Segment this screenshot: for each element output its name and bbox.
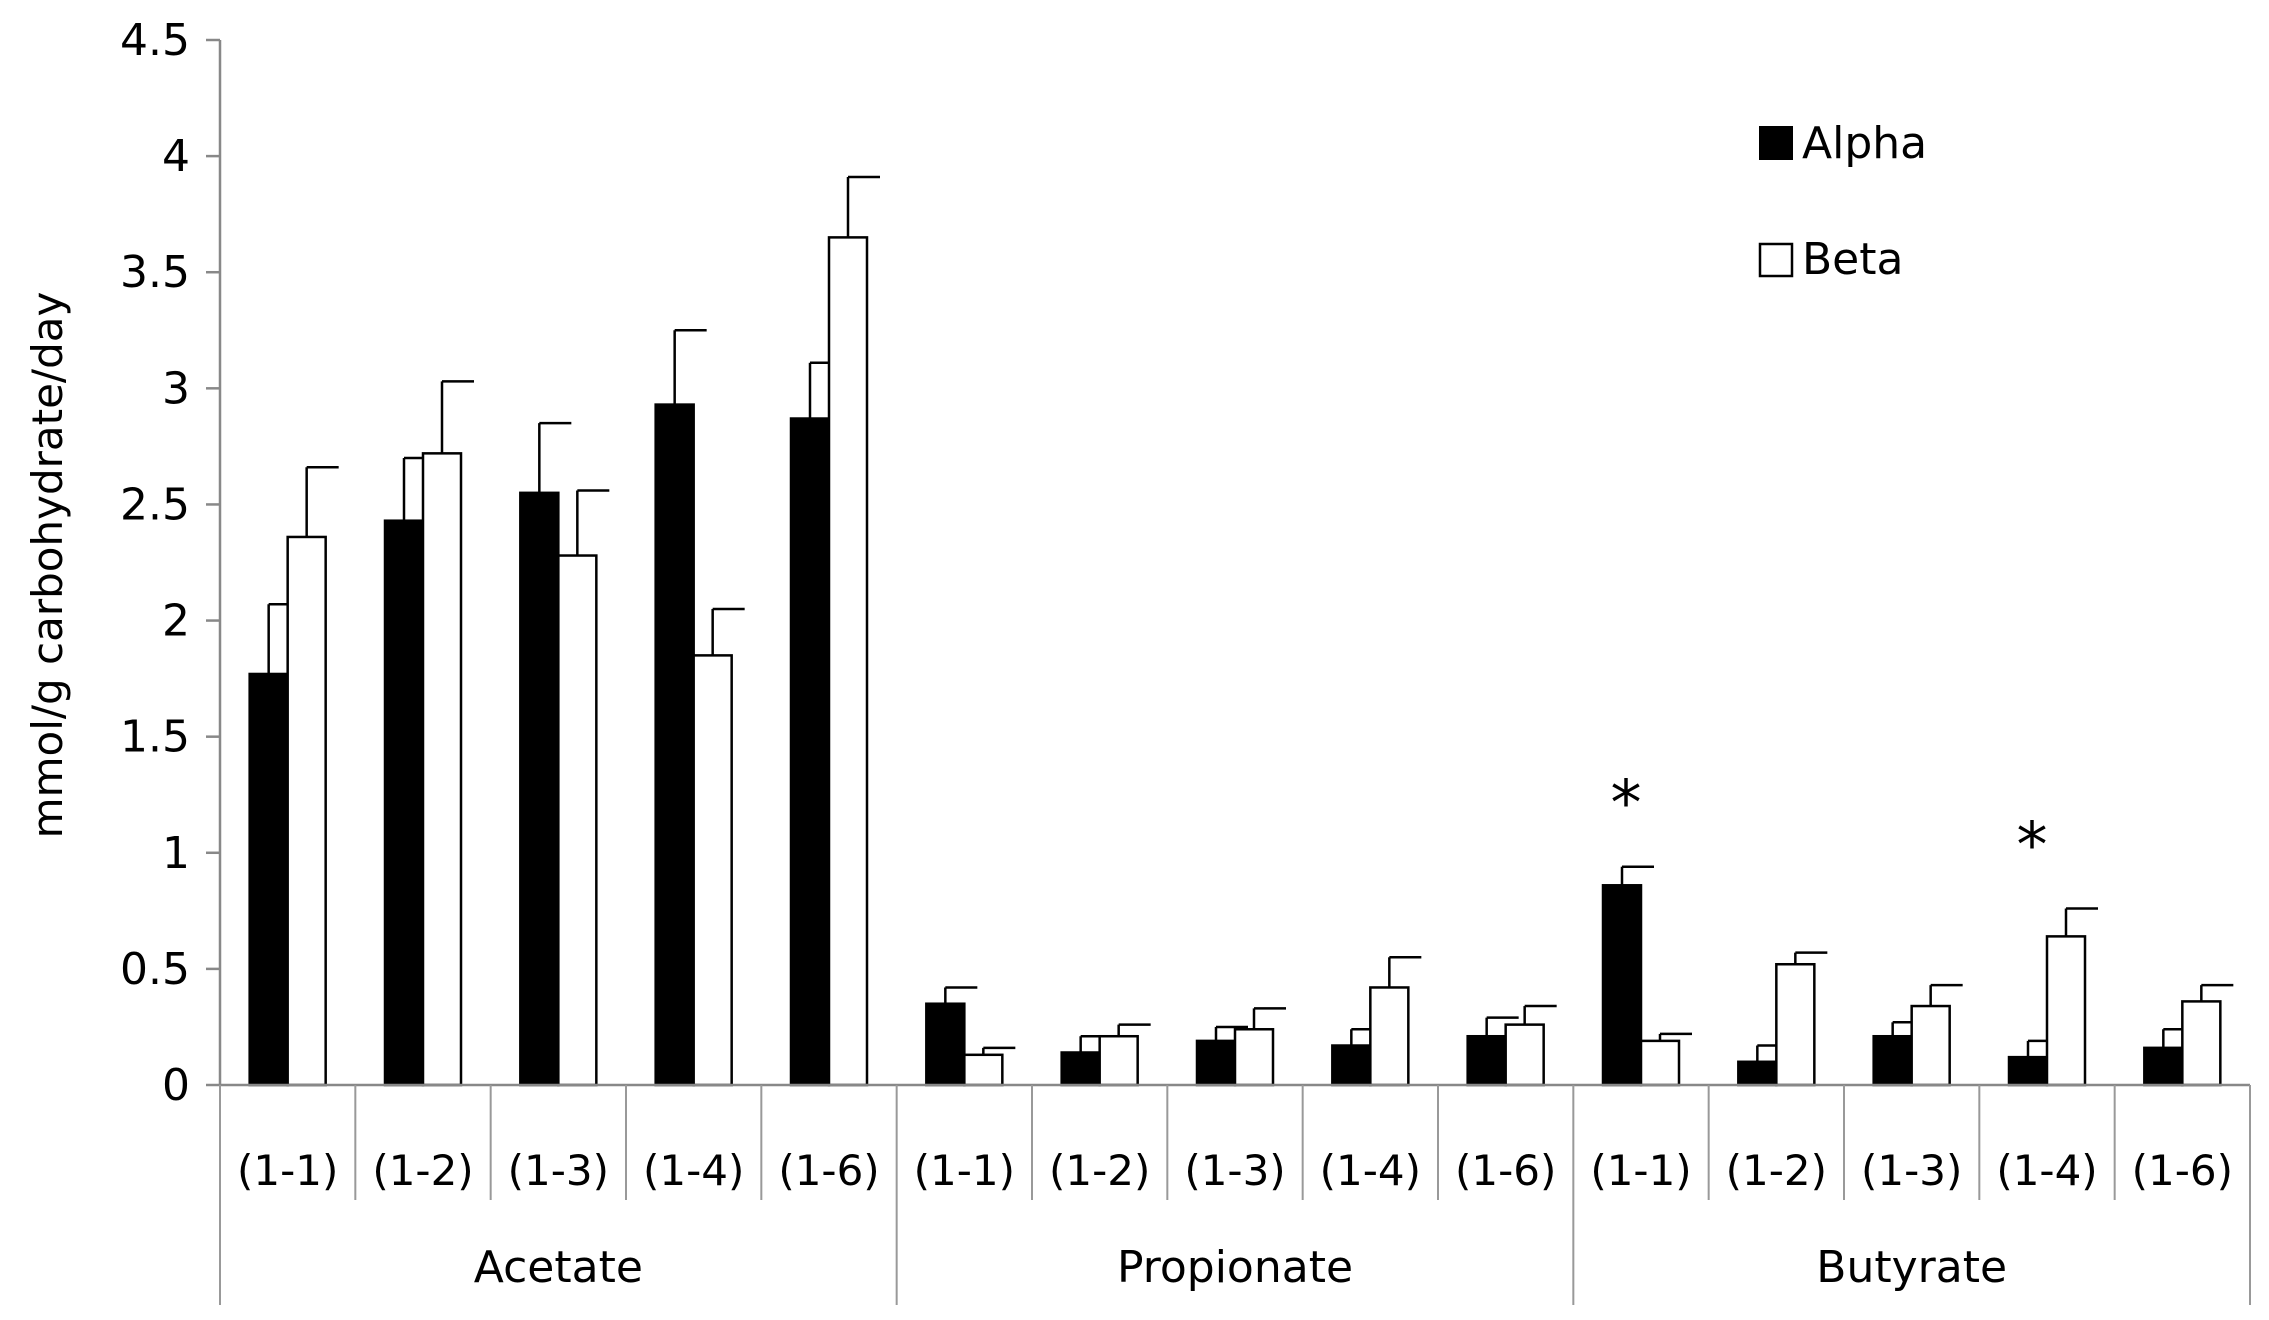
legend: Alpha Beta <box>1758 118 1927 285</box>
bar-alpha <box>1737 1060 1778 1087</box>
y-tick-label: 1.5 <box>120 712 190 763</box>
category-label: (1-2) <box>1726 1146 1827 1195</box>
bar-beta <box>286 535 327 1087</box>
category-label: (1-4) <box>643 1146 744 1195</box>
significance-marker: * <box>2017 809 2048 882</box>
y-tick-label: 2.5 <box>120 479 190 530</box>
bar-alpha <box>1195 1039 1237 1087</box>
bar-beta <box>963 1053 1004 1087</box>
bar-alpha <box>1601 884 1643 1087</box>
labels-layer: 0 0.5 1 1.5 2 2.5 3 3.5 4 4.5 (1-1) (1-2) (1-3) (1-4)… <box>120 15 2233 1293</box>
bar-alpha <box>2143 1046 2184 1087</box>
bar-beta <box>2045 935 2087 1087</box>
bar-alpha <box>1331 1044 1372 1087</box>
category-label: (1-4) <box>1996 1146 2097 1195</box>
bar-alpha <box>248 672 289 1087</box>
axes-layer <box>206 38 2251 1305</box>
bar-alpha <box>789 417 831 1087</box>
y-tick-label: 2 <box>162 596 190 647</box>
group-label: Acetate <box>474 1242 643 1293</box>
bar-beta <box>1910 1004 1951 1087</box>
bar-alpha <box>1872 1034 1913 1087</box>
bar-alpha <box>2007 1055 2049 1087</box>
category-label: (1-6) <box>778 1146 879 1195</box>
category-label: (1-2) <box>372 1146 473 1195</box>
legend-swatch-beta <box>1758 242 1794 278</box>
bar-alpha <box>519 491 560 1087</box>
bars-layer <box>248 175 2234 1087</box>
legend-swatch-alpha <box>1759 126 1793 160</box>
category-label: (1-4) <box>1320 1146 1421 1195</box>
category-label: (1-3) <box>1861 1146 1962 1195</box>
bar-beta <box>1098 1034 1139 1087</box>
y-tick-label: 4.5 <box>120 15 190 66</box>
significance-marker: * <box>1611 767 1642 840</box>
legend-label-alpha: Alpha <box>1802 118 1927 169</box>
category-label: (1-1) <box>914 1146 1015 1195</box>
legend-label-beta: Beta <box>1802 234 1903 285</box>
bar-beta <box>692 654 733 1087</box>
y-tick-label: 0.5 <box>120 944 190 995</box>
category-label: (1-1) <box>237 1146 338 1195</box>
y-tick-label: 3 <box>162 363 190 414</box>
bar-beta <box>1775 962 1816 1087</box>
bar-alpha <box>383 519 425 1087</box>
bar-beta <box>1233 1028 1275 1087</box>
bar-beta <box>1369 986 1410 1087</box>
bar-alpha <box>654 403 695 1087</box>
category-label: (1-6) <box>2132 1146 2233 1195</box>
y-axis-title: mmol/g carbohydrate/day <box>23 292 72 839</box>
y-tick-label: 1 <box>162 828 190 879</box>
bar-alpha <box>1466 1034 1507 1087</box>
bar-beta <box>2181 1000 2222 1087</box>
category-label: (1-1) <box>1590 1146 1691 1195</box>
category-label: (1-2) <box>1049 1146 1150 1195</box>
bar-beta <box>1504 1023 1545 1087</box>
group-label: Butyrate <box>1816 1242 2007 1293</box>
y-tick-label: 3.5 <box>120 247 190 298</box>
category-label: (1-3) <box>508 1146 609 1195</box>
category-label: (1-6) <box>1455 1146 1556 1195</box>
y-tick-label: 0 <box>162 1060 190 1111</box>
bar-beta <box>1639 1039 1681 1087</box>
bar-beta <box>421 452 463 1087</box>
bar-alpha <box>925 1002 966 1087</box>
bar-beta <box>557 554 598 1087</box>
bar-beta <box>827 236 869 1087</box>
category-label: (1-3) <box>1184 1146 1285 1195</box>
bar-alpha <box>1060 1051 1101 1087</box>
group-label: Propionate <box>1117 1242 1353 1293</box>
y-tick-label: 4 <box>162 131 190 182</box>
